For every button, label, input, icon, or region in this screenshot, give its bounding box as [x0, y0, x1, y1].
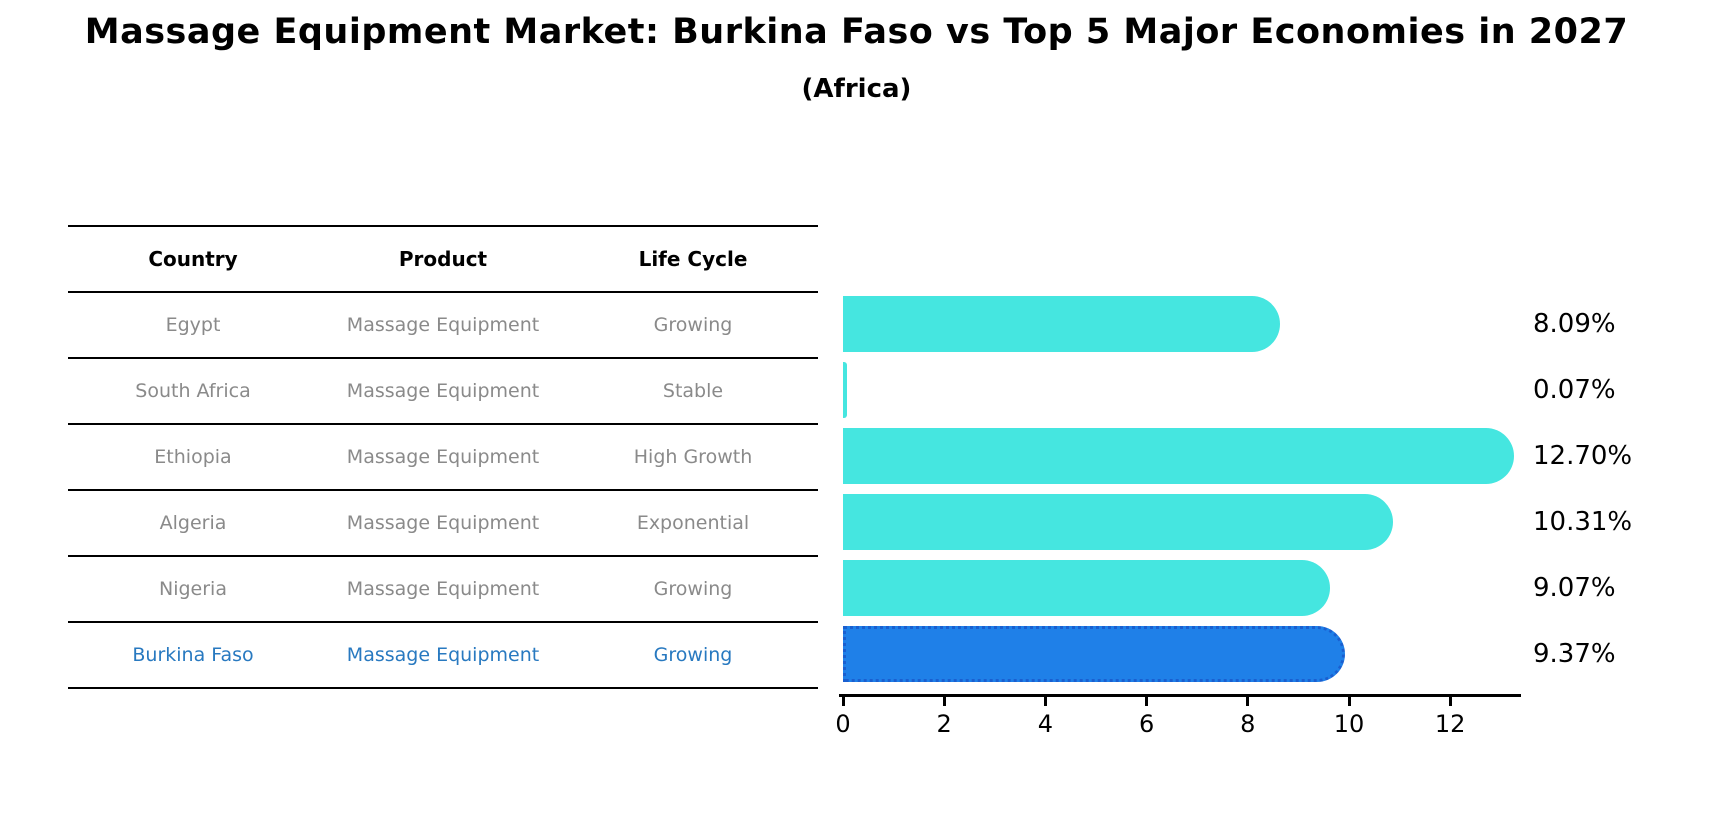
bar-burkina-faso — [843, 626, 1346, 682]
x-tick-label: 6 — [1138, 710, 1155, 738]
bar-value-label: 12.70% — [1533, 441, 1633, 471]
bar-algeria — [843, 494, 1393, 550]
chart-title: Massage Equipment Market: Burkina Faso v… — [84, 12, 1629, 52]
x-tick-label: 2 — [936, 710, 952, 738]
bar-south-africa — [843, 362, 847, 418]
comparison-table: Country Product Life Cycle Egypt Massage Equ… — [68, 225, 818, 689]
bar-nigeria — [843, 560, 1330, 616]
x-tick-mark — [1347, 697, 1351, 706]
bar-egypt — [843, 296, 1281, 352]
table-cell-product: Massage Equipment — [346, 380, 540, 402]
table-cell-country: Algeria — [159, 512, 227, 534]
table-cell-product: Product — [398, 247, 488, 271]
x-axis-line — [839, 694, 1521, 697]
table-cell-product: Massage Equipment — [346, 446, 540, 468]
x-tick-label: 8 — [1240, 710, 1256, 738]
table-cell-country: Nigeria — [159, 578, 227, 600]
table-cell-product: Massage Equipment — [346, 644, 540, 666]
table-row-ethiopia: Ethiopia Massage Equipment High Growth — [68, 425, 818, 491]
table-cell-life-cycle: Stable — [662, 380, 724, 402]
bar-ethiopia — [843, 428, 1514, 484]
x-tick-mark — [1043, 697, 1047, 706]
x-tick-label: 10 — [1333, 710, 1365, 738]
x-tick-label: 4 — [1037, 710, 1054, 738]
table-cell-country: Country — [148, 247, 238, 271]
x-tick-label: 0 — [835, 710, 851, 738]
bar-value-label: 9.07% — [1533, 573, 1616, 603]
table-cell-product: Massage Equipment — [346, 314, 540, 336]
table-cell-life-cycle: Growing — [653, 578, 733, 600]
table-cell-life-cycle: Exponential — [636, 512, 750, 534]
table-row-nigeria: Nigeria Massage Equipment Growing — [68, 557, 818, 623]
x-tick-mark — [1448, 697, 1452, 706]
bar-value-label: 8.09% — [1533, 309, 1616, 339]
x-tick-mark — [942, 697, 946, 706]
table-row-burkina-faso: Burkina Faso Massage Equipment Growing — [68, 623, 818, 689]
table-cell-life-cycle: Life Cycle — [638, 247, 748, 271]
table-cell-life-cycle: Growing — [653, 644, 733, 666]
table-cell-life-cycle: Growing — [653, 314, 733, 336]
table-row-egypt: Egypt Massage Equipment Growing — [68, 293, 818, 359]
table-cell-product: Massage Equipment — [346, 512, 540, 534]
table-row-header: Country Product Life Cycle — [68, 227, 818, 293]
bar-value-label: 9.37% — [1533, 639, 1616, 669]
table-row-algeria: Algeria Massage Equipment Exponential — [68, 491, 818, 557]
table-row-south-africa: South Africa Massage Equipment Stable — [68, 359, 818, 425]
table-cell-country: Burkina Faso — [132, 644, 254, 666]
x-tick-mark — [1246, 697, 1250, 706]
table-cell-country: Ethiopia — [154, 446, 232, 468]
chart-subtitle: (Africa) — [801, 74, 912, 104]
x-tick-mark — [841, 697, 845, 706]
bar-value-label: 0.07% — [1533, 375, 1616, 405]
table-cell-life-cycle: High Growth — [633, 446, 753, 468]
x-tick-mark — [1145, 697, 1149, 706]
table-cell-country: Egypt — [165, 314, 221, 336]
table-cell-country: South Africa — [135, 380, 251, 402]
x-tick-label: 12 — [1434, 710, 1466, 738]
bar-value-label: 10.31% — [1533, 507, 1633, 537]
table-cell-product: Massage Equipment — [346, 578, 540, 600]
